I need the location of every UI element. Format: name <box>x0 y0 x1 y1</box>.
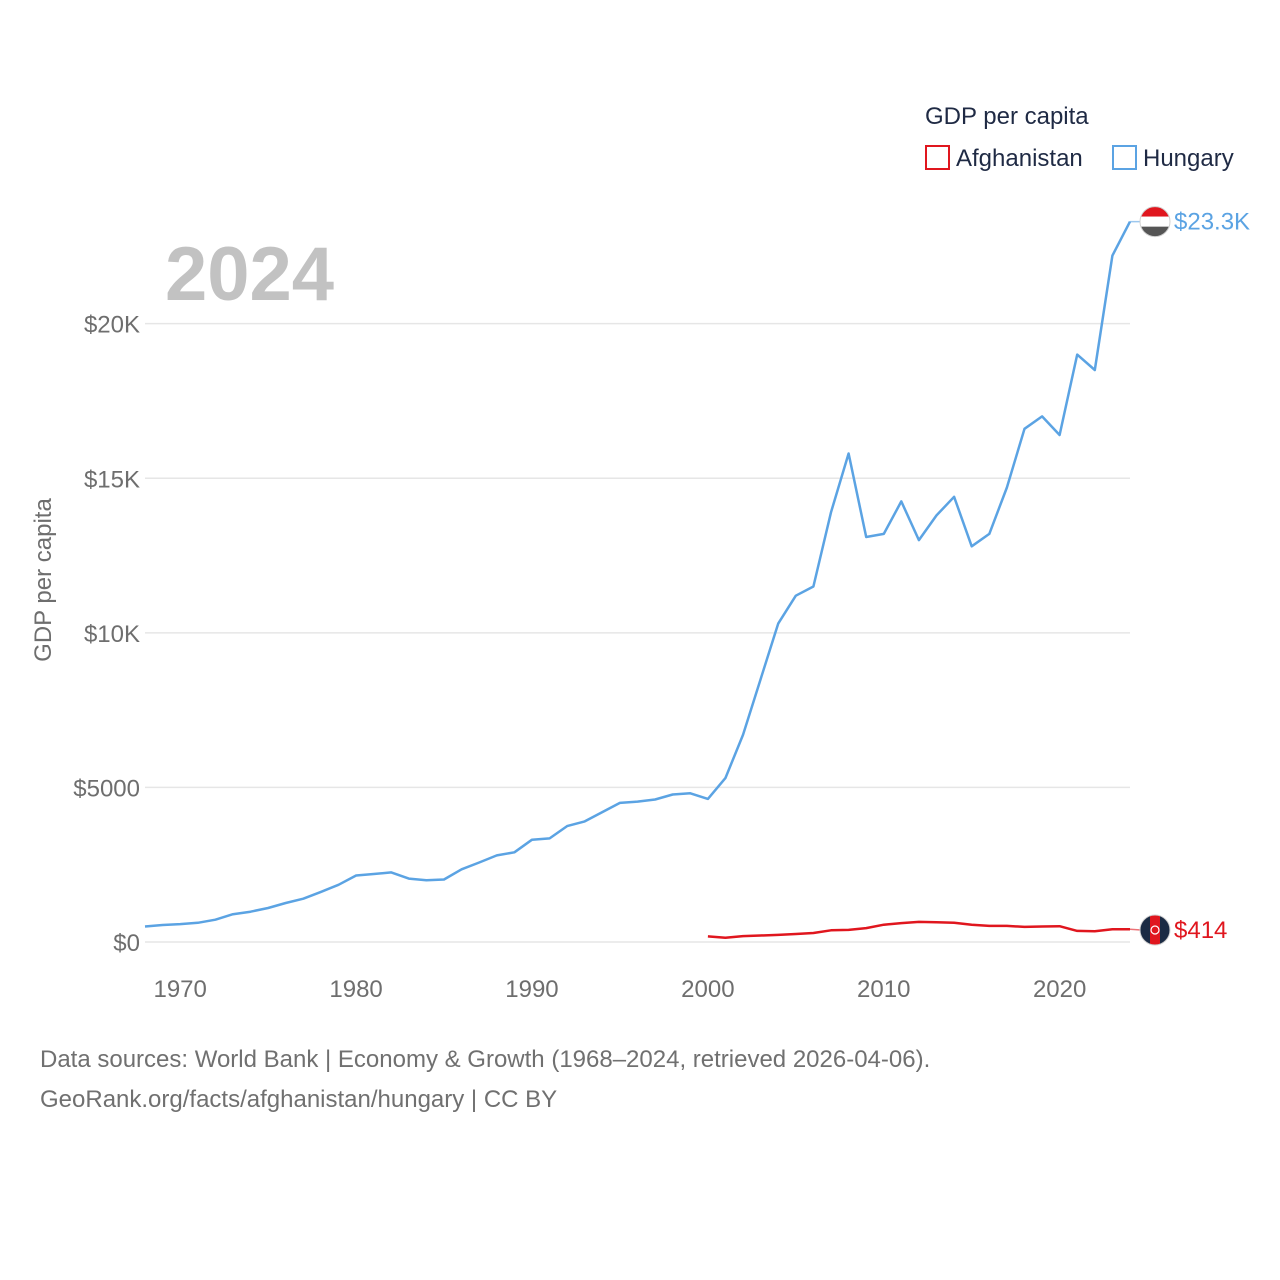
x-tick-label: 2000 <box>681 976 734 1003</box>
legend-item-afghanistan[interactable]: Afghanistan <box>925 145 1083 172</box>
footer: Data sources: World Bank | Economy & Gro… <box>40 1040 1240 1120</box>
y-tick-label: $10K <box>84 621 140 648</box>
legend-title: GDP per capita <box>925 103 1089 130</box>
legend-label-hungary: Hungary <box>1143 145 1234 172</box>
y-tick-label: $20K <box>84 312 140 339</box>
y-axis-title: GDP per capita <box>30 498 57 662</box>
source-link[interactable]: GeoRank.org/facts/afghanistan/hungary | … <box>40 1086 558 1113</box>
y-tick-label: $5000 <box>73 775 140 802</box>
x-tick-label: 2010 <box>857 976 910 1003</box>
end-value-label-afghanistan: $414 <box>1174 917 1227 944</box>
series-end-markers: $414 $23.3K <box>1129 206 1250 946</box>
gdp-per-capita-chart: $0 $5000 $10K $15K $20K 1970 1980 1990 2000 2010… <box>30 103 1250 1003</box>
x-tick-label: 1970 <box>153 976 206 1003</box>
y-axis-ticks: $0 $5000 $10K $15K $20K <box>73 312 140 957</box>
legend-swatch-hungary <box>1112 145 1137 170</box>
series-line-hungary <box>144 221 1132 928</box>
data-sources-text: Data sources: World Bank | Economy & Gro… <box>40 1046 931 1073</box>
grid-lines <box>145 322 1130 943</box>
x-tick-label: 2020 <box>1033 976 1086 1003</box>
hungary-flag-icon <box>1139 206 1171 238</box>
y-tick-label: $15K <box>84 466 140 493</box>
y-tick-label: $0 <box>113 930 140 957</box>
x-axis-ticks: 1970 1980 1990 2000 2010 2020 <box>153 976 1086 1003</box>
legend-swatch-afghanistan <box>925 145 950 170</box>
year-watermark: 2024 <box>165 232 334 317</box>
end-connector-afghanistan <box>1129 928 1142 931</box>
x-tick-label: 1980 <box>329 976 382 1003</box>
legend: GDP per capita Afghanistan Hungary <box>925 103 1234 172</box>
end-value-label-hungary: $23.3K <box>1174 209 1250 236</box>
x-tick-label: 1990 <box>505 976 558 1003</box>
series-line-afghanistan <box>707 920 1131 939</box>
series-lines <box>144 221 1132 939</box>
legend-label-afghanistan: Afghanistan <box>956 145 1083 172</box>
legend-item-hungary[interactable]: Hungary <box>1112 145 1234 172</box>
afghanistan-flag-icon <box>1139 914 1171 946</box>
